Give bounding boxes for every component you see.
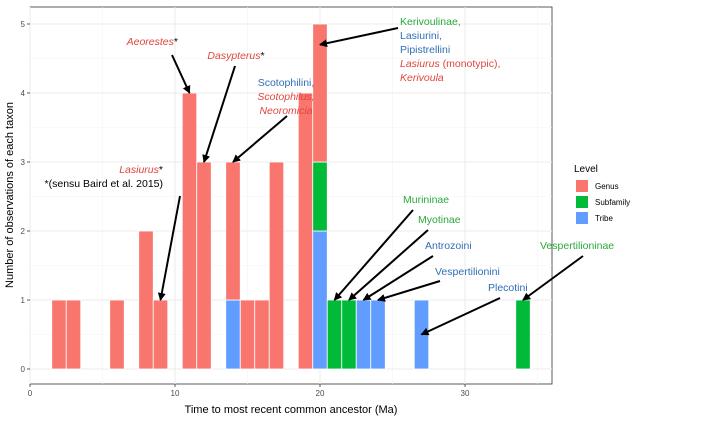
- y-axis-title: Number of observations of each taxon: [4, 102, 16, 288]
- y-tick-label: 4: [21, 89, 26, 98]
- annotation-text: Scotophilus,: [257, 91, 314, 103]
- bar-genus: [138, 230, 154, 370]
- bar-subfamily: [312, 161, 328, 232]
- legend-swatch-genus: [576, 180, 588, 192]
- annotations: Lasiurus**(sensu Baird et al. 2015)Aeore…: [45, 16, 614, 336]
- bar-tribe: [225, 299, 241, 370]
- legend-swatch-subfamily: [576, 196, 588, 208]
- bar-genus: [181, 92, 198, 370]
- axes: 0 10 20 30 0 1 2 3 4 5: [21, 20, 470, 398]
- bar-genus: [312, 23, 328, 163]
- annotation-text: Plecotini: [488, 282, 528, 294]
- legend: Level Genus Subfamily Tribe: [574, 164, 630, 224]
- lasiurus-annot-line: *(sensu Baird et al. 2015): [45, 178, 163, 190]
- scotophilini-annot-line: Scotophilus,: [257, 91, 314, 103]
- bar-subfamily: [515, 299, 531, 370]
- bar-genus: [152, 299, 169, 370]
- annotation-text: (monotypic),: [440, 58, 501, 70]
- bar-subfamily: [326, 299, 343, 370]
- dasypterus-arrow: [202, 65, 236, 163]
- annotation-text: *: [159, 164, 163, 176]
- bar-tribe: [370, 299, 386, 370]
- bar-genus: [297, 92, 314, 370]
- annotation-text: Vespertilionini: [435, 266, 500, 278]
- legend-title: Level: [574, 164, 598, 175]
- scotophilini-annot-line: Scotophilini,: [258, 77, 315, 89]
- aeorestes-arrow: [171, 54, 191, 94]
- vespertilionini-annot-line: Vespertilionini: [435, 266, 500, 278]
- y-tick-label: 1: [21, 296, 26, 305]
- lasiurus-annot-line: Lasiurus*: [119, 164, 163, 176]
- murininae-arrow: [333, 209, 414, 301]
- annotation-text: Vespertilioninae: [540, 240, 614, 252]
- kerivoulinae-annot-line: Kerivoula: [400, 72, 444, 84]
- bar-genus: [239, 299, 256, 370]
- x-tick-label: 30: [461, 389, 470, 398]
- bar-genus: [51, 299, 67, 370]
- legend-swatch-tribe: [576, 212, 588, 224]
- annotation-text: Murininae: [403, 194, 449, 206]
- bar-genus: [268, 161, 285, 370]
- annotation-text: Lasiurus: [119, 164, 159, 176]
- y-tick-label: 2: [21, 227, 26, 236]
- plecotini-arrow: [420, 297, 501, 336]
- scotophilini-arrow: [232, 115, 288, 163]
- kerivoulinae-arrow: [319, 27, 399, 48]
- annotation-text: Myotinae: [418, 214, 461, 226]
- murininae-annot-line: Murininae: [403, 194, 449, 206]
- annotation-text: Kerivoula: [400, 72, 444, 84]
- annotation-text: *: [174, 36, 178, 48]
- lasiurus-arrow: [157, 195, 181, 301]
- myotinae-annot-line: Myotinae: [418, 214, 461, 226]
- kerivoulinae-annot-line: Kerivoulinae,: [400, 16, 461, 28]
- annotation-text: Antrozoini: [425, 240, 472, 252]
- annotation-text: Lasiurus: [400, 58, 440, 70]
- annotation-text: *(sensu Baird et al. 2015): [45, 178, 163, 190]
- legend-label-tribe: Tribe: [595, 214, 613, 223]
- annotation-text: Kerivoulinae,: [400, 16, 461, 28]
- y-tick-label: 0: [21, 365, 26, 374]
- annotation-text: Neoromicia: [259, 105, 312, 117]
- annotation-text: Scotophilini,: [258, 77, 315, 89]
- antrozoini-arrow: [362, 255, 434, 301]
- x-tick-label: 10: [171, 389, 180, 398]
- bar-genus: [65, 299, 82, 370]
- plecotini-annot-line: Plecotini: [488, 282, 528, 294]
- bar-genus: [196, 161, 212, 370]
- x-tick-label: 20: [316, 389, 325, 398]
- aeorestes-annot-line: Aeorestes*: [126, 36, 178, 48]
- legend-label-subfamily: Subfamily: [595, 198, 630, 207]
- annotation-text: Lasiurini,: [400, 30, 442, 42]
- x-axis-title: Time to most recent common ancestor (Ma): [185, 404, 398, 416]
- vespertilioninae-annot-line: Vespertilioninae: [540, 240, 614, 252]
- bar-genus: [225, 161, 241, 301]
- annotation-text: Aeorestes: [126, 36, 175, 48]
- y-tick-label: 5: [21, 20, 26, 29]
- vespertilioninae-arrow: [522, 255, 584, 301]
- annotation-text: Pipistrellini: [400, 44, 450, 56]
- legend-label-genus: Genus: [595, 182, 619, 191]
- vespertilionini-arrow: [377, 280, 441, 302]
- bar-tribe: [312, 230, 328, 370]
- dasypterus-annot-line: Dasypterus*: [207, 50, 264, 62]
- bar-subfamily: [341, 299, 357, 370]
- y-tick-label: 3: [21, 158, 26, 167]
- bar-genus: [109, 299, 125, 370]
- antrozoini-annot-line: Antrozoini: [425, 240, 472, 252]
- scotophilini-annot-line: Neoromicia: [259, 105, 312, 117]
- annotation-text: *: [261, 50, 265, 62]
- kerivoulinae-annot-line: Lasiurus (monotypic),: [400, 58, 500, 70]
- bar-tribe: [355, 299, 372, 370]
- annotation-text: Dasypterus: [207, 50, 261, 62]
- kerivoulinae-annot-line: Lasiurini,: [400, 30, 442, 42]
- bar-genus: [254, 299, 270, 370]
- kerivoulinae-annot-line: Pipistrellini: [400, 44, 450, 56]
- x-tick-label: 0: [28, 389, 33, 398]
- myotinae-arrow: [348, 229, 429, 301]
